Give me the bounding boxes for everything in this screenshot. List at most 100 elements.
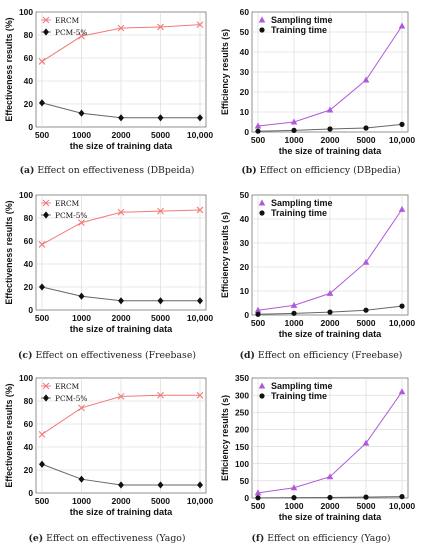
x-axis-label: the size of training data: [279, 329, 382, 339]
data-point: [254, 306, 262, 313]
legend-marker: [258, 16, 266, 23]
x-axis-label: the size of training data: [70, 141, 173, 151]
caption-text: Effect on efficiency (Yago): [264, 533, 391, 544]
data-point: [118, 297, 124, 305]
legend-marker: [42, 199, 50, 207]
legend-label: PCM-5%: [55, 394, 87, 403]
caption-letter: (e): [28, 533, 44, 544]
data-point: [327, 309, 333, 315]
legend-label: Sampling time: [271, 198, 333, 208]
legend-label: Training time: [271, 25, 327, 35]
y-tick-label: 60: [24, 419, 34, 429]
data-point: [39, 99, 45, 107]
data-point: [291, 495, 297, 501]
y-tick-label: 50: [240, 190, 250, 200]
legend-marker: [259, 393, 265, 399]
data-point: [38, 430, 46, 438]
data-point: [399, 494, 405, 500]
data-point: [362, 76, 370, 83]
y-tick-label: 40: [24, 259, 34, 269]
y-tick-label: 20: [24, 465, 34, 475]
legend-marker: [42, 16, 50, 24]
y-tick-label: 0: [28, 122, 33, 132]
figure-caption: (b) Effect on efficiency (DBpedia): [214, 165, 428, 176]
x-tick-label: 2000: [111, 313, 130, 323]
x-tick-label: 5000: [151, 496, 170, 506]
legend-marker: [258, 382, 266, 389]
chart-svg: 0 10 20 30 40 50 60 500 1000 2000 5000 10,000 the si…: [220, 7, 415, 156]
x-tick-label: 10,000: [187, 130, 214, 140]
y-tick-label: 20: [240, 87, 250, 97]
y-tick-label: 40: [24, 76, 34, 86]
x-tick-label: 5000: [356, 318, 375, 328]
y-axis-label: Effectiveness results (%): [4, 200, 14, 304]
y-tick-label: 40: [240, 214, 250, 224]
data-point: [255, 128, 261, 134]
data-point: [255, 311, 261, 317]
y-tick-label: 10: [240, 286, 250, 296]
y-tick-label: 150: [235, 442, 249, 452]
y-tick-label: 350: [235, 373, 249, 383]
data-point: [362, 258, 370, 265]
data-point: [78, 404, 85, 412]
y-tick-label: 30: [240, 67, 250, 77]
x-axis-label: the size of training data: [279, 512, 382, 522]
caption-letter: (c): [18, 350, 33, 361]
caption-letter: (b): [241, 165, 257, 176]
y-tick-label: 100: [19, 190, 33, 200]
chart-svg: 0 50 100 150 200 250 300 350 500 1000 2000 5000 10,0…: [220, 373, 415, 522]
figure-caption: (c) Effect on effectiveness (Freebase): [0, 350, 214, 361]
x-tick-label: 1000: [284, 318, 303, 328]
data-point: [157, 114, 164, 122]
y-tick-label: 60: [240, 7, 250, 17]
x-tick-label: 10,000: [187, 313, 214, 323]
data-point: [326, 473, 334, 480]
data-point: [363, 494, 369, 500]
data-point: [157, 297, 164, 305]
caption-text: Effect on effectiveness (Yago): [43, 533, 186, 544]
caption-letter: (d): [239, 350, 255, 361]
data-point: [78, 475, 85, 483]
data-point: [78, 109, 85, 117]
x-tick-label: 5000: [151, 313, 170, 323]
y-tick-label: 40: [24, 442, 34, 452]
data-point: [157, 481, 164, 489]
caption-text: Effect on effectiveness (Freebase): [32, 350, 196, 361]
figure-caption: (e) Effect on effectiveness (Yago): [0, 533, 214, 544]
legend-marker: [43, 211, 49, 219]
data-point: [327, 494, 333, 501]
data-point: [291, 310, 297, 316]
x-tick-label: 1000: [72, 496, 91, 506]
figure-caption: (d) Effect on efficiency (Freebase): [214, 350, 428, 361]
legend-label: Training time: [271, 391, 327, 401]
data-point: [197, 297, 203, 305]
legend-marker: [258, 199, 266, 206]
x-tick-label: 5000: [356, 501, 375, 511]
x-tick-label: 500: [35, 313, 50, 323]
y-tick-label: 0: [244, 493, 249, 503]
y-axis-label: Efficiency results (s): [220, 29, 230, 115]
data-point: [326, 106, 334, 113]
data-point: [290, 118, 298, 125]
data-point: [196, 21, 204, 29]
data-point: [254, 489, 262, 496]
x-tick-label: 500: [251, 135, 266, 145]
y-tick-label: 200: [235, 425, 249, 435]
data-point: [157, 391, 164, 399]
data-point: [327, 126, 333, 132]
legend-marker: [43, 394, 49, 402]
y-tick-label: 40: [240, 47, 250, 57]
y-tick-label: 100: [235, 459, 249, 469]
legend-label: ERCM: [55, 16, 80, 25]
chart-panel-a: 0 20 40 60 80 100 500 1000 2000 5000 10,000 the siz…: [0, 0, 214, 183]
x-tick-label: 1000: [72, 130, 91, 140]
x-axis-label: the size of training data: [279, 146, 382, 156]
data-point: [399, 121, 405, 127]
y-tick-label: 20: [24, 282, 34, 292]
x-tick-label: 2000: [320, 501, 339, 511]
chart-svg: 0 20 40 60 80 100 500 1000 2000 5000 10,000 the siz…: [4, 190, 214, 334]
x-tick-label: 500: [35, 130, 50, 140]
legend-marker: [42, 382, 50, 390]
y-axis-label: Effectiveness results (%): [4, 383, 14, 487]
x-tick-label: 10,000: [187, 496, 214, 506]
